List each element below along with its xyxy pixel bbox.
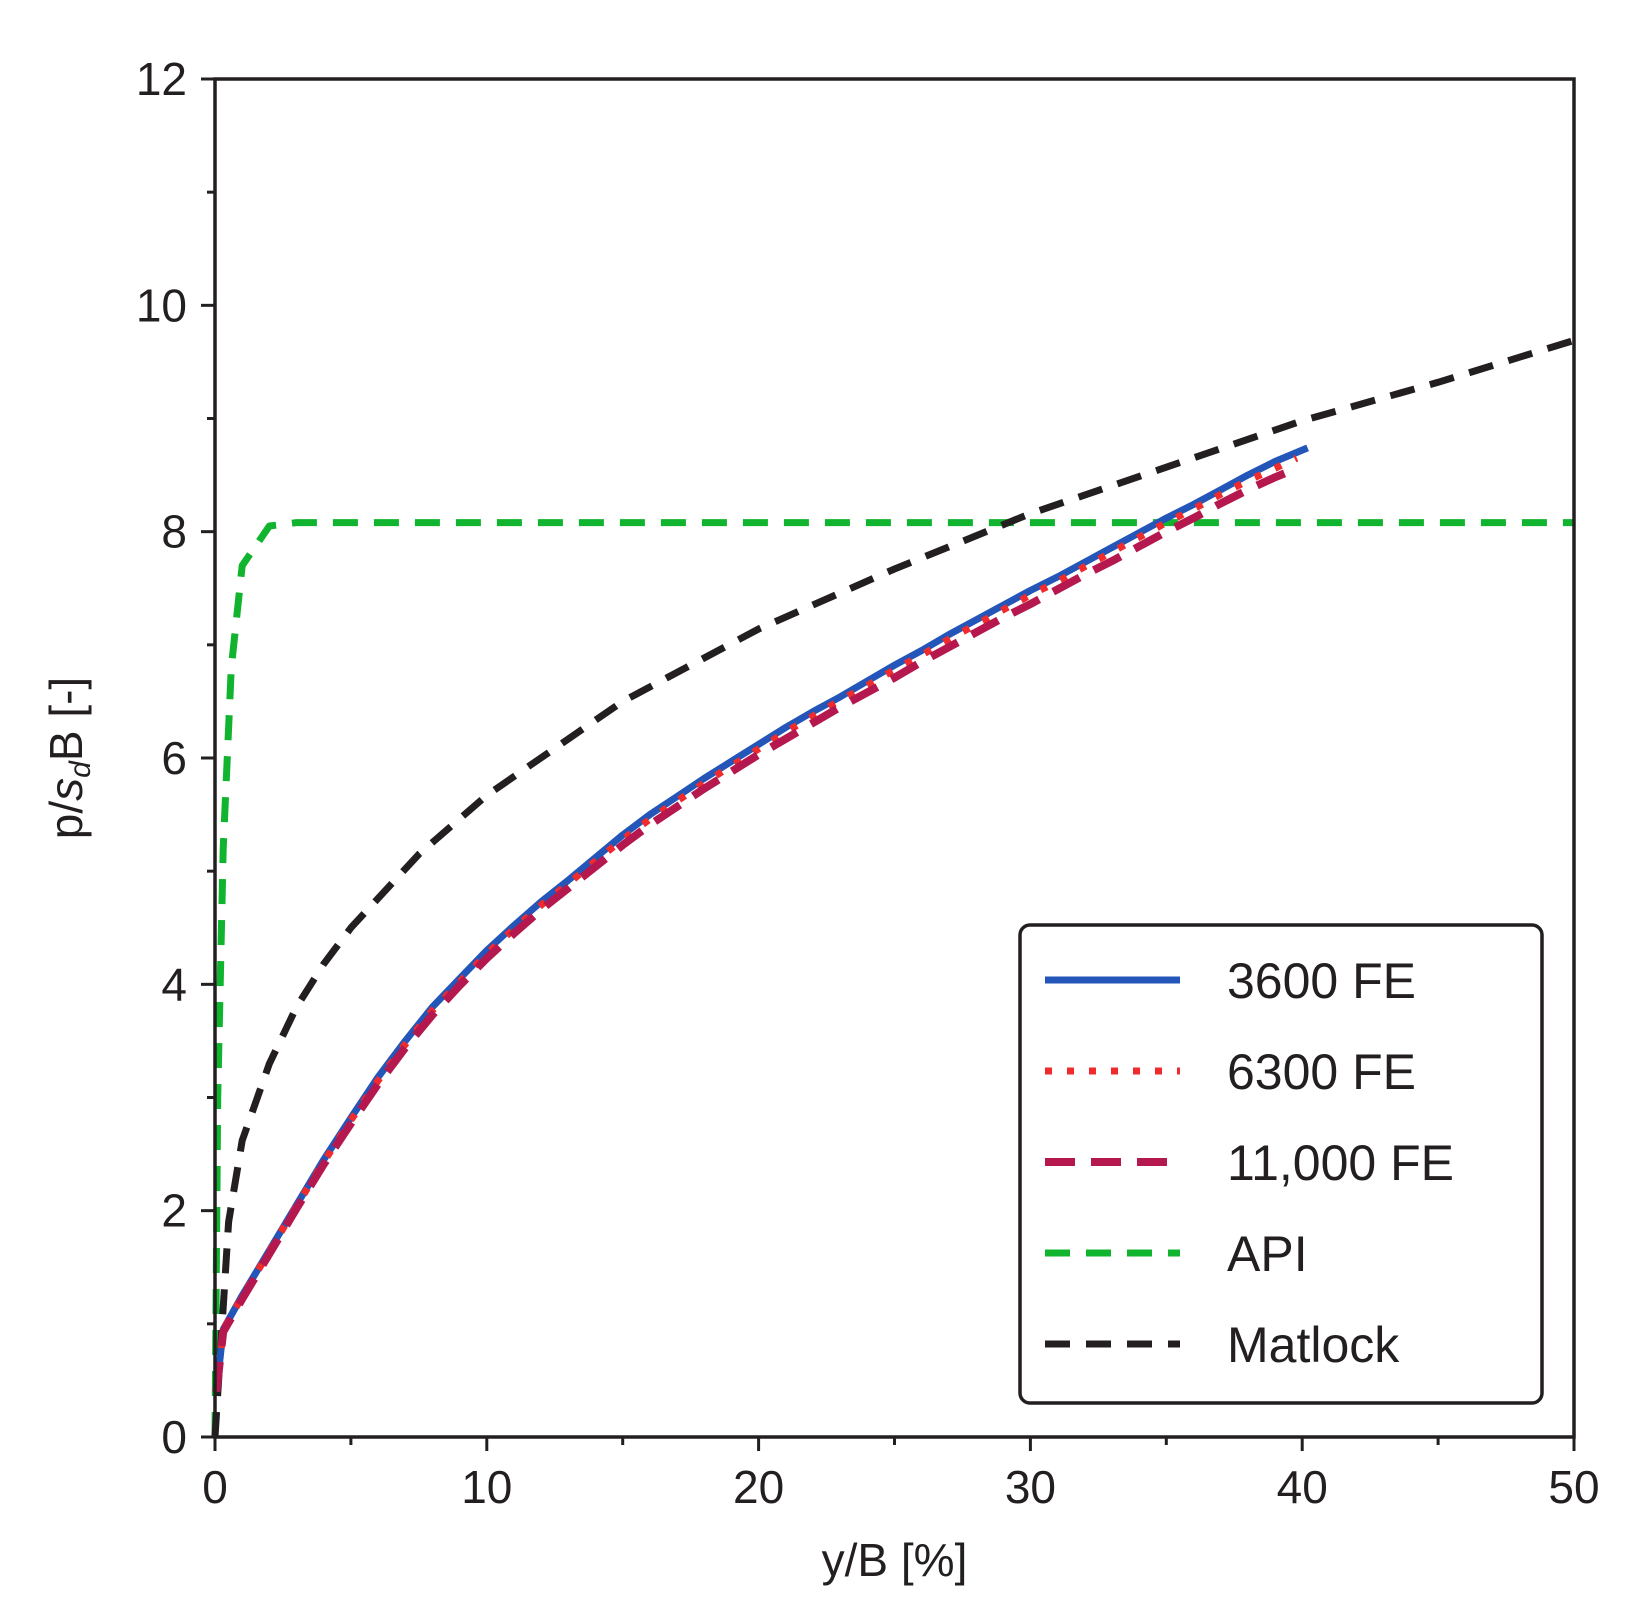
y-tick-label: 2: [161, 1185, 187, 1237]
y-axis-label: p/sdB [-]: [40, 677, 97, 839]
series-line-api: [211, 519, 1574, 1438]
y-axis-label-prefix: p/: [40, 801, 92, 840]
legend-label-matlock: Matlock: [1227, 1317, 1400, 1373]
y-tick-label: 12: [136, 53, 187, 105]
legend: 3600 FE 6300 FE 11,000 FE API Matlock: [1018, 923, 1544, 1405]
legend-box: [1018, 923, 1544, 1405]
legend-label-3600-fe: 3600 FE: [1227, 953, 1416, 1009]
y-tick-label: 6: [161, 732, 187, 784]
legend-label-6300-fe: 6300 FE: [1227, 1044, 1416, 1100]
legend-label-11-000-fe: 11,000 FE: [1227, 1135, 1454, 1191]
y-axis-ticks: 0 2 4 6 8 10 12: [136, 53, 215, 1463]
y-tick-label: 8: [161, 506, 187, 558]
x-tick-label: 20: [733, 1461, 784, 1513]
y-axis-label-subscript: d: [64, 760, 97, 778]
x-tick-label: 10: [461, 1461, 512, 1513]
legend-label-api: API: [1227, 1226, 1308, 1282]
series-layer: [211, 337, 1576, 1438]
series-line-matlock: [211, 337, 1576, 1438]
y-tick-label: 4: [161, 958, 187, 1010]
x-tick-label: 30: [1005, 1461, 1056, 1513]
x-tick-label: 50: [1548, 1461, 1599, 1513]
y-tick-label: 10: [136, 279, 187, 331]
y-axis-label-s: s: [40, 778, 92, 801]
y-tick-label: 0: [161, 1411, 187, 1463]
x-axis-ticks: 0 10 20 30 40 50: [202, 1437, 1600, 1513]
x-tick-label: 0: [202, 1461, 228, 1513]
series-line-11-000-fe: [212, 468, 1291, 1393]
y-axis-label-suffix: B [-]: [40, 677, 92, 761]
x-axis-label: y/B [%]: [822, 1534, 968, 1586]
x-tick-label: 40: [1277, 1461, 1328, 1513]
